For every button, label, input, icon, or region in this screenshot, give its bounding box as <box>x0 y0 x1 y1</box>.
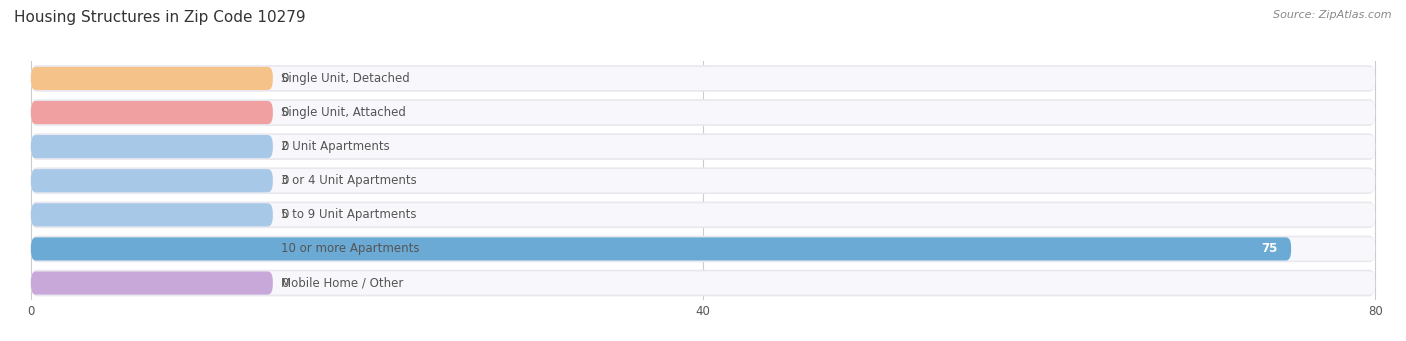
FancyBboxPatch shape <box>31 99 1375 126</box>
FancyBboxPatch shape <box>31 133 1375 160</box>
Text: 0: 0 <box>281 174 288 187</box>
FancyBboxPatch shape <box>31 169 1375 192</box>
FancyBboxPatch shape <box>31 203 1375 226</box>
Text: Single Unit, Attached: Single Unit, Attached <box>281 106 406 119</box>
FancyBboxPatch shape <box>31 135 273 158</box>
FancyBboxPatch shape <box>31 67 273 90</box>
Text: 0: 0 <box>281 277 288 290</box>
FancyBboxPatch shape <box>31 101 1375 124</box>
Text: 0: 0 <box>281 208 288 221</box>
FancyBboxPatch shape <box>31 270 1375 296</box>
FancyBboxPatch shape <box>31 101 273 124</box>
Text: 0: 0 <box>281 106 288 119</box>
Text: 5 to 9 Unit Apartments: 5 to 9 Unit Apartments <box>281 208 416 221</box>
FancyBboxPatch shape <box>31 203 273 226</box>
FancyBboxPatch shape <box>31 237 1375 261</box>
Text: Single Unit, Detached: Single Unit, Detached <box>281 72 411 85</box>
Text: Housing Structures in Zip Code 10279: Housing Structures in Zip Code 10279 <box>14 10 305 25</box>
FancyBboxPatch shape <box>31 169 273 192</box>
FancyBboxPatch shape <box>31 202 1375 228</box>
Text: 0: 0 <box>281 140 288 153</box>
FancyBboxPatch shape <box>31 167 1375 194</box>
Text: Source: ZipAtlas.com: Source: ZipAtlas.com <box>1274 10 1392 20</box>
FancyBboxPatch shape <box>31 135 1375 158</box>
FancyBboxPatch shape <box>31 65 1375 92</box>
Text: 2 Unit Apartments: 2 Unit Apartments <box>281 140 389 153</box>
Text: 10 or more Apartments: 10 or more Apartments <box>281 242 420 255</box>
FancyBboxPatch shape <box>31 236 1375 262</box>
FancyBboxPatch shape <box>31 237 1291 261</box>
FancyBboxPatch shape <box>31 271 1375 295</box>
Text: 75: 75 <box>1261 242 1278 255</box>
Text: 0: 0 <box>281 72 288 85</box>
FancyBboxPatch shape <box>31 271 273 295</box>
Text: Mobile Home / Other: Mobile Home / Other <box>281 277 404 290</box>
Text: 3 or 4 Unit Apartments: 3 or 4 Unit Apartments <box>281 174 418 187</box>
FancyBboxPatch shape <box>31 67 1375 90</box>
